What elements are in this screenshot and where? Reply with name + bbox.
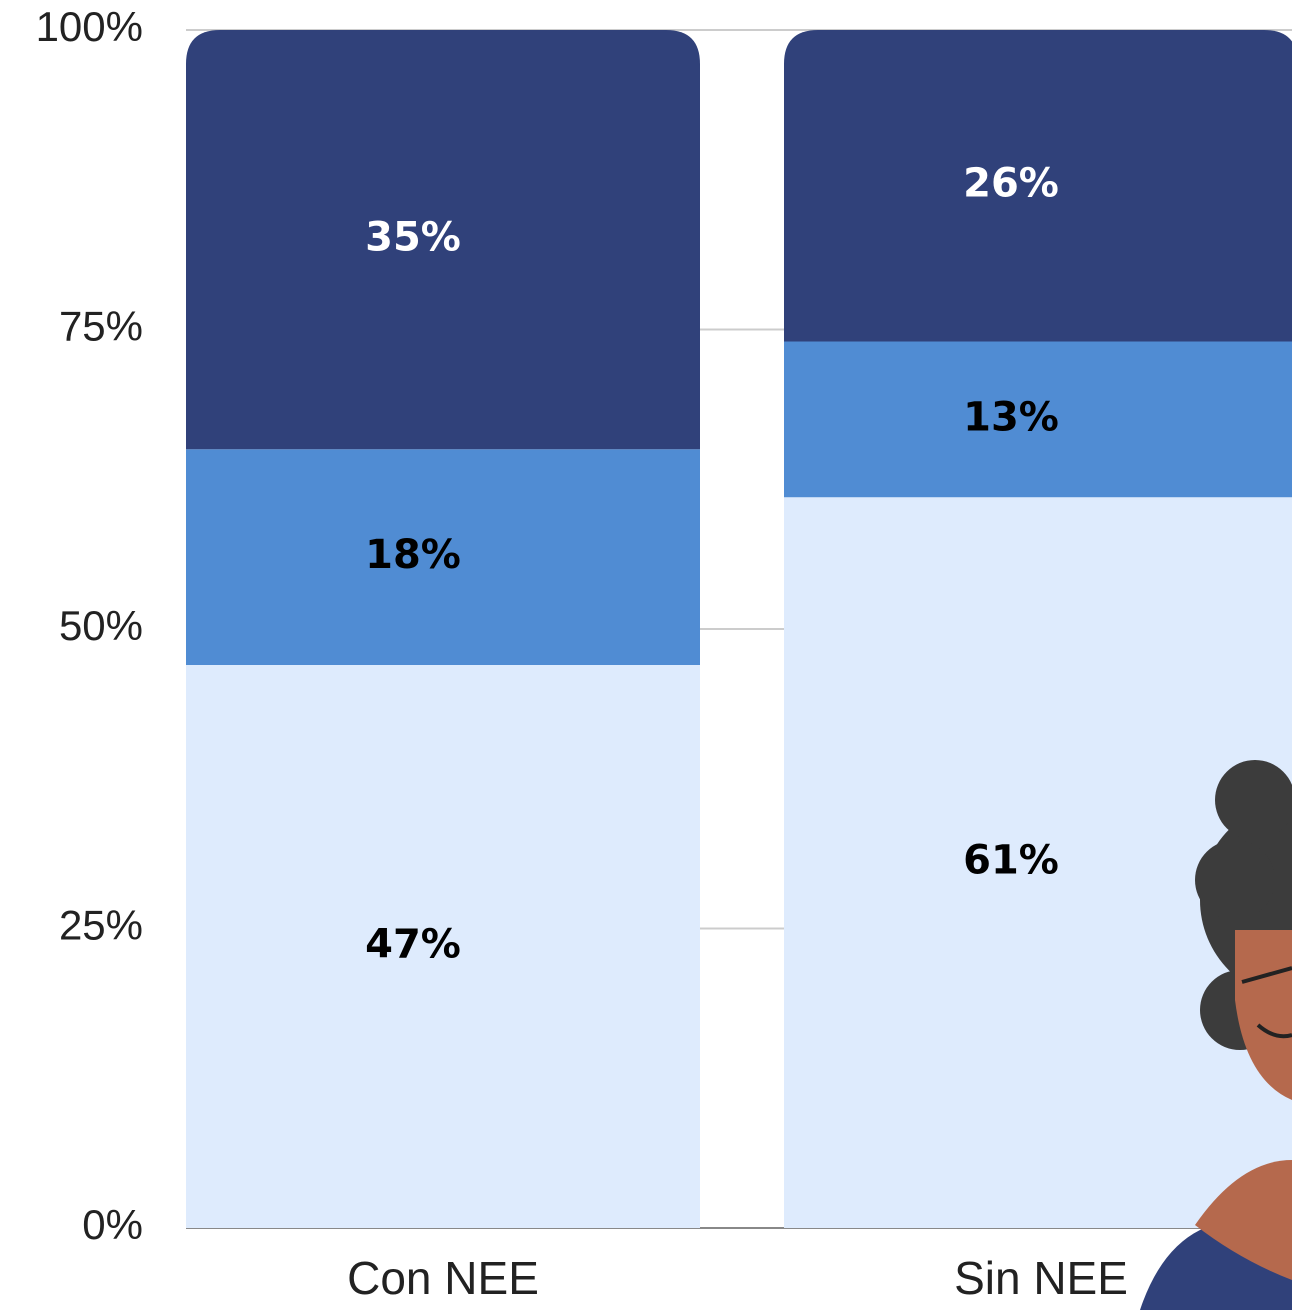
- y-tick-label: 25%: [59, 902, 143, 949]
- y-tick-label: 0%: [82, 1201, 143, 1248]
- y-tick-label: 100%: [36, 3, 143, 50]
- illustration-hair: [1195, 840, 1275, 920]
- value-label: 35%: [365, 215, 461, 261]
- value-label: 18%: [365, 532, 461, 578]
- illustration-hair: [1215, 760, 1292, 840]
- x-tick-label: Sin NEE: [954, 1252, 1128, 1304]
- page: {"chart_data": {"type": "stacked-bar", "…: [0, 0, 1292, 1310]
- chart: 0% 25% 50% 75% 100% Con NEE 47% 18% 35% Sin NEE 61…: [0, 0, 1292, 1310]
- y-tick-label: 50%: [59, 602, 143, 649]
- value-label: 26%: [963, 161, 1059, 207]
- value-label: 61%: [963, 838, 1059, 884]
- x-tick-label: Con NEE: [347, 1252, 539, 1304]
- value-label: 47%: [365, 921, 461, 967]
- value-label: 13%: [963, 394, 1059, 440]
- y-tick-label: 75%: [59, 303, 143, 350]
